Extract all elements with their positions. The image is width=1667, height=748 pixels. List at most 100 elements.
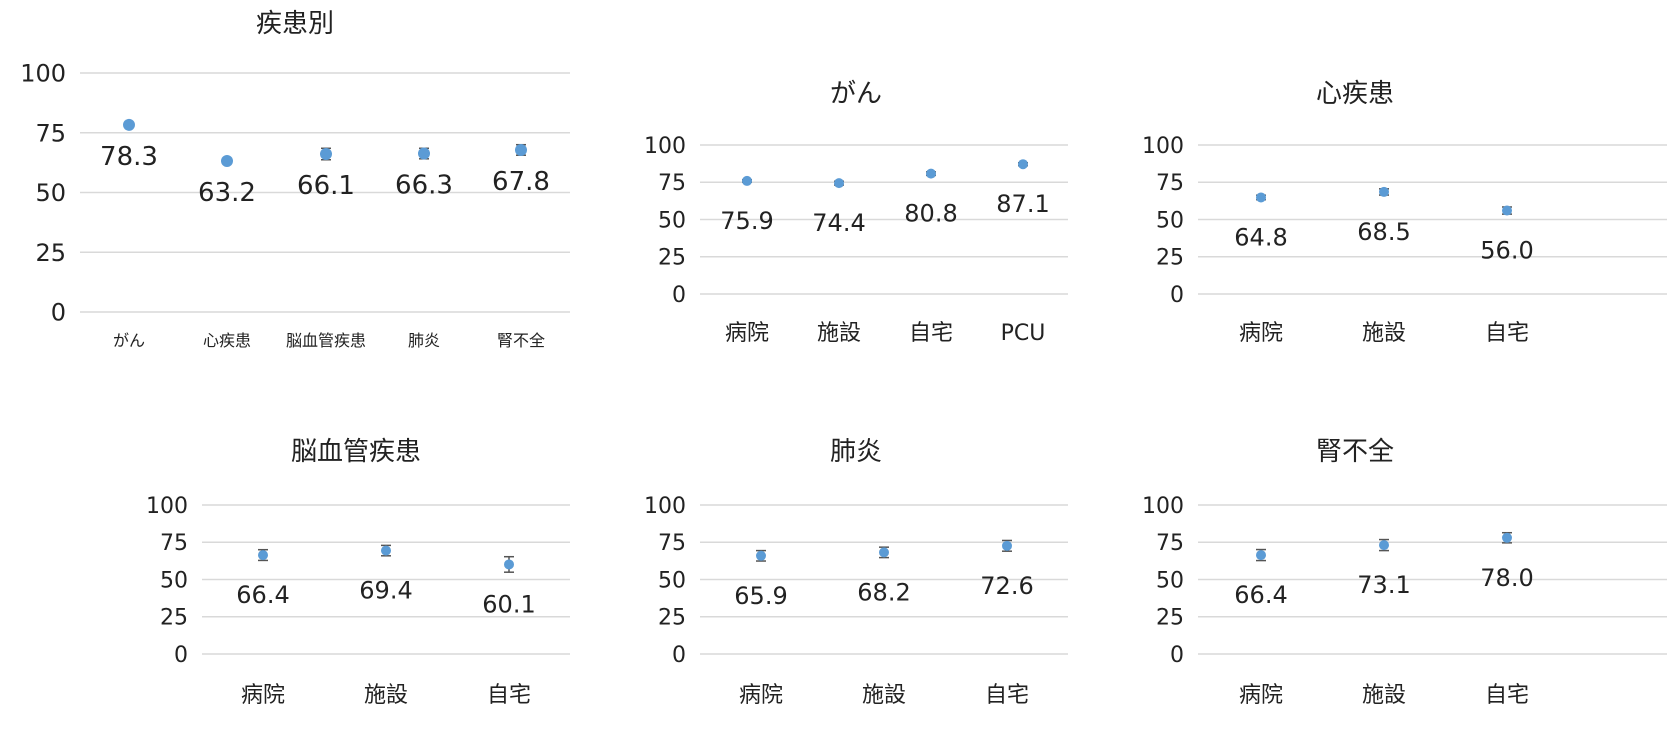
chart-title: 心疾患 bbox=[1316, 79, 1394, 109]
data-point bbox=[221, 154, 233, 167]
data-label: 66.3 bbox=[395, 171, 453, 201]
y-tick-label: 100 bbox=[644, 494, 686, 519]
data-point bbox=[504, 559, 514, 570]
data-label: 72.6 bbox=[980, 572, 1033, 600]
y-tick-label: 50 bbox=[35, 179, 66, 207]
chart-title: 脳血管疾患 bbox=[291, 437, 421, 467]
y-tick-label: 0 bbox=[174, 643, 188, 668]
chart-panel: がん 0 25 50 75 100 病院 施設 自宅 PCU 75.9 74.4 80.8 87.1 bbox=[600, 0, 1080, 370]
x-tick-label: 病院 bbox=[1239, 321, 1283, 346]
x-tick-label: 施設 bbox=[1362, 321, 1406, 346]
x-tick-label: 病院 bbox=[725, 321, 769, 346]
y-tick-label: 75 bbox=[160, 531, 188, 556]
chart-svg: 疾患別 0 25 50 75 100 がん 心疾患 脳血管疾患 肺炎 腎不全 78.3 63.2 66.1… bbox=[20, 9, 570, 350]
y-tick-label: 0 bbox=[672, 283, 686, 308]
data-label: 60.1 bbox=[482, 590, 535, 618]
x-tick-label: がん bbox=[113, 331, 145, 350]
x-tick-label: 病院 bbox=[241, 683, 285, 708]
data-label: 73.1 bbox=[1357, 571, 1410, 599]
y-tick-label: 0 bbox=[1170, 283, 1184, 308]
data-label: 75.9 bbox=[720, 207, 773, 235]
y-tick-label: 100 bbox=[20, 60, 66, 88]
y-tick-label: 25 bbox=[35, 239, 66, 267]
data-label: 56.0 bbox=[1480, 237, 1533, 265]
data-point bbox=[1502, 532, 1512, 543]
y-tick-label: 100 bbox=[644, 134, 686, 159]
data-point bbox=[1002, 540, 1012, 551]
x-tick-label: 自宅 bbox=[487, 683, 531, 708]
chart-title: 肺炎 bbox=[830, 437, 882, 467]
x-tick-label: 自宅 bbox=[1485, 321, 1529, 346]
x-tick-label: PCU bbox=[1001, 321, 1046, 346]
data-point bbox=[1256, 192, 1266, 203]
data-point bbox=[879, 547, 889, 558]
data-label: 78.0 bbox=[1480, 564, 1533, 592]
data-label: 67.8 bbox=[492, 167, 550, 197]
data-point bbox=[515, 143, 527, 156]
y-tick-label: 0 bbox=[51, 299, 66, 327]
y-tick-label: 0 bbox=[1170, 643, 1184, 668]
x-tick-label: 心疾患 bbox=[203, 331, 251, 350]
data-label: 87.1 bbox=[996, 190, 1049, 218]
data-label: 66.1 bbox=[297, 171, 355, 201]
data-point bbox=[418, 147, 430, 160]
x-tick-label: 自宅 bbox=[985, 683, 1029, 708]
x-tick-label: 腎不全 bbox=[497, 331, 545, 350]
y-tick-label: 50 bbox=[1156, 208, 1184, 233]
x-tick-label: 施設 bbox=[1362, 683, 1406, 708]
data-label: 68.2 bbox=[857, 578, 910, 606]
chart-title: 疾患別 bbox=[256, 9, 334, 39]
chart-svg: 心疾患 0 25 50 75 100 病院 施設 自宅 64.8 68.5 56.0 bbox=[1142, 79, 1667, 346]
data-label: 69.4 bbox=[359, 577, 412, 605]
data-point bbox=[756, 550, 766, 561]
chart-svg: 脳血管疾患 0 25 50 75 100 病院 施設 自宅 66.4 69.4 60.1 bbox=[146, 437, 570, 708]
y-tick-label: 100 bbox=[1142, 494, 1184, 519]
chart-svg: 腎不全 0 25 50 75 100 病院 施設 自宅 66.4 73.1 78.0 bbox=[1142, 437, 1667, 708]
chart-panel: 腎不全 0 25 50 75 100 病院 施設 自宅 66.4 73.1 78.0 bbox=[1100, 360, 1667, 748]
data-point bbox=[1256, 550, 1266, 561]
data-label: 66.4 bbox=[1234, 581, 1287, 609]
data-label: 64.8 bbox=[1234, 223, 1287, 251]
y-tick-label: 75 bbox=[658, 171, 686, 196]
x-tick-label: 肺炎 bbox=[408, 331, 440, 350]
data-point bbox=[258, 550, 268, 561]
y-tick-label: 50 bbox=[658, 208, 686, 233]
x-tick-label: 施設 bbox=[817, 321, 861, 346]
data-label: 78.3 bbox=[100, 142, 158, 172]
y-tick-label: 25 bbox=[1156, 246, 1184, 271]
x-tick-label: 脳血管疾患 bbox=[286, 331, 366, 350]
chart-svg: 肺炎 0 25 50 75 100 病院 施設 自宅 65.9 68.2 72.6 bbox=[644, 437, 1068, 708]
data-point bbox=[1502, 205, 1512, 216]
x-tick-label: 施設 bbox=[862, 683, 906, 708]
x-tick-label: 自宅 bbox=[1485, 683, 1529, 708]
data-label: 63.2 bbox=[198, 178, 256, 208]
chart-svg: がん 0 25 50 75 100 病院 施設 自宅 PCU 75.9 74.4 80.8 87.1 bbox=[644, 79, 1068, 346]
x-tick-label: 病院 bbox=[1239, 683, 1283, 708]
data-label: 66.4 bbox=[236, 581, 289, 609]
y-tick-label: 25 bbox=[658, 246, 686, 271]
chart-title: 腎不全 bbox=[1316, 437, 1394, 467]
y-tick-label: 75 bbox=[1156, 531, 1184, 556]
y-tick-label: 100 bbox=[1142, 134, 1184, 159]
data-label: 80.8 bbox=[904, 200, 957, 228]
chart-panel: 肺炎 0 25 50 75 100 病院 施設 自宅 65.9 68.2 72.6 bbox=[600, 360, 1080, 748]
chart-title: がん bbox=[830, 79, 882, 109]
y-tick-label: 75 bbox=[35, 119, 66, 147]
chart-panel: 心疾患 0 25 50 75 100 病院 施設 自宅 64.8 68.5 56.0 bbox=[1100, 0, 1667, 370]
data-label: 74.4 bbox=[812, 209, 865, 237]
data-point bbox=[1018, 159, 1028, 170]
data-point bbox=[123, 118, 135, 131]
data-label: 68.5 bbox=[1357, 218, 1410, 246]
y-tick-label: 50 bbox=[1156, 568, 1184, 593]
data-point bbox=[381, 545, 391, 556]
y-tick-label: 50 bbox=[658, 568, 686, 593]
y-tick-label: 25 bbox=[160, 606, 188, 631]
data-point bbox=[320, 148, 332, 161]
y-tick-label: 100 bbox=[146, 494, 188, 519]
y-tick-label: 0 bbox=[672, 643, 686, 668]
chart-panel: 疾患別 0 25 50 75 100 がん 心疾患 脳血管疾患 肺炎 腎不全 78.3 63.2 66.1… bbox=[0, 0, 590, 370]
y-tick-label: 75 bbox=[658, 531, 686, 556]
data-point bbox=[1379, 540, 1389, 551]
chart-panel: 脳血管疾患 0 25 50 75 100 病院 施設 自宅 66.4 69.4 60.1 bbox=[100, 360, 580, 748]
data-label: 65.9 bbox=[734, 582, 787, 610]
